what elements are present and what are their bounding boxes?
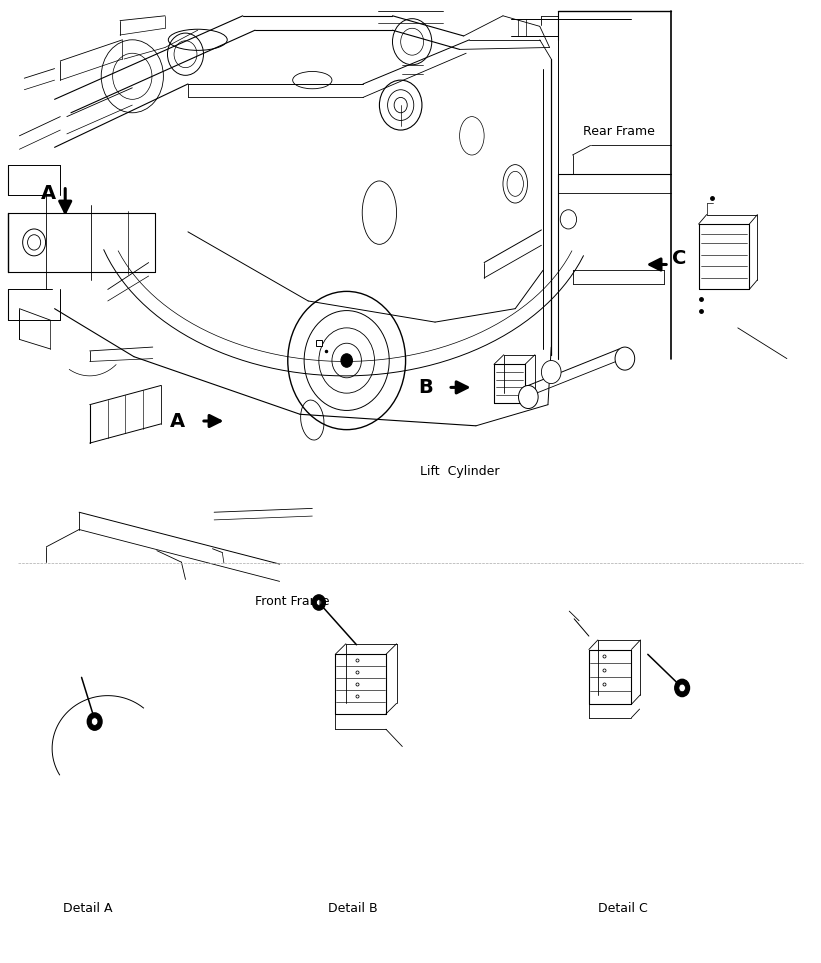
Circle shape (541, 360, 561, 383)
Circle shape (91, 717, 98, 725)
Text: Detail A: Detail A (62, 902, 112, 915)
Circle shape (675, 679, 690, 696)
Circle shape (341, 353, 352, 367)
Text: Rear Frame: Rear Frame (583, 124, 655, 138)
Text: Detail B: Detail B (328, 902, 378, 915)
Text: A: A (170, 411, 185, 430)
Text: Front Frame: Front Frame (255, 595, 329, 608)
Text: Detail C: Detail C (599, 902, 648, 915)
Circle shape (679, 684, 686, 691)
Circle shape (316, 600, 321, 606)
Text: A: A (41, 184, 57, 203)
Text: B: B (418, 377, 433, 397)
Circle shape (23, 229, 46, 256)
Circle shape (87, 713, 102, 730)
Circle shape (519, 385, 538, 408)
Text: Lift  Cylinder: Lift Cylinder (420, 465, 499, 479)
Circle shape (312, 595, 325, 611)
Text: C: C (672, 249, 686, 269)
Circle shape (615, 347, 635, 370)
